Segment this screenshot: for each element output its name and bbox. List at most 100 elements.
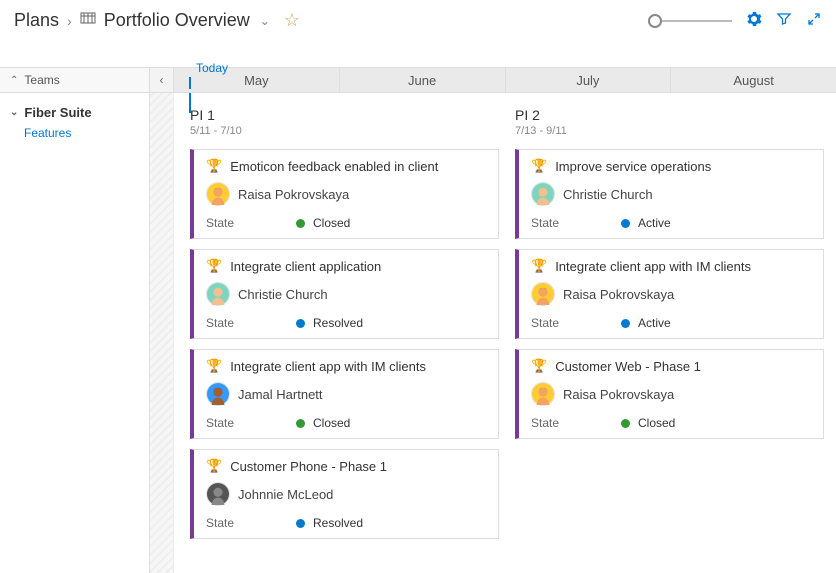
card-title: Customer Phone - Phase 1 [230, 459, 387, 474]
avatar [531, 182, 555, 206]
card-assignee-row: Johnnie McLeod [206, 482, 486, 506]
zoom-slider[interactable] [648, 14, 732, 28]
month-columns: May June July August [174, 68, 836, 92]
card-title-row: 🏆 Customer Web - Phase 1 [531, 358, 811, 374]
card-title-row: 🏆 Customer Phone - Phase 1 [206, 458, 486, 474]
work-item-card[interactable]: 🏆 Customer Web - Phase 1 Raisa Pokrovska… [515, 349, 824, 439]
state-value: Resolved [313, 316, 363, 330]
work-item-card[interactable]: 🏆 Integrate client application Christie … [190, 249, 499, 339]
epic-trophy-icon: 🏆 [531, 258, 547, 274]
iteration-title: PI 1 [190, 107, 499, 123]
epic-trophy-icon: 🏆 [206, 458, 222, 474]
card-title-row: 🏆 Emoticon feedback enabled in client [206, 158, 486, 174]
card-assignee-row: Raisa Pokrovskaya [206, 182, 486, 206]
work-item-card[interactable]: 🏆 Emoticon feedback enabled in client Ra… [190, 149, 499, 239]
work-item-card[interactable]: 🏆 Integrate client app with IM clients J… [190, 349, 499, 439]
work-item-card[interactable]: 🏆 Customer Phone - Phase 1 Johnnie McLeo… [190, 449, 499, 539]
page-header: Plans › Portfolio Overview ⌄ ☆ [0, 0, 836, 45]
work-item-card[interactable]: 🏆 Improve service operations Christie Ch… [515, 149, 824, 239]
sidebar-team[interactable]: ⌄ Fiber Suite [10, 105, 139, 120]
epic-trophy-icon: 🏆 [531, 158, 547, 174]
state-dot-icon [621, 319, 630, 328]
timeline-ruler: ⌃ Teams ‹ May June July August [0, 67, 836, 93]
avatar [531, 282, 555, 306]
breadcrumb-root[interactable]: Plans [14, 10, 59, 31]
state-value: Closed [638, 416, 675, 430]
card-title: Integrate client application [230, 259, 381, 274]
state-field-label: State [531, 316, 621, 330]
iteration-date-range: 5/11 - 7/10 [190, 125, 499, 137]
sidebar-features-link[interactable]: Features [24, 126, 139, 140]
card-title-row: 🏆 Improve service operations [531, 158, 811, 174]
state-field-label: State [531, 416, 621, 430]
card-assignee-row: Christie Church [531, 182, 811, 206]
state-field-label: State [206, 216, 296, 230]
epic-trophy-icon: 🏆 [206, 258, 222, 274]
work-item-card[interactable]: 🏆 Integrate client app with IM clients R… [515, 249, 824, 339]
avatar [531, 382, 555, 406]
teams-column-header[interactable]: ⌃ Teams [0, 68, 150, 92]
state-field-label: State [531, 216, 621, 230]
today-marker-tick [189, 77, 191, 89]
card-state-row: State Resolved [206, 516, 486, 530]
card-assignee-row: Christie Church [206, 282, 486, 306]
card-title-row: 🏆 Integrate client app with IM clients [531, 258, 811, 274]
card-assignee-row: Raisa Pokrovskaya [531, 382, 811, 406]
chevron-right-icon: › [67, 13, 72, 29]
chevron-down-icon: ⌄ [10, 107, 18, 118]
iteration-title: PI 2 [515, 107, 824, 123]
card-title-row: 🏆 Integrate client app with IM clients [206, 358, 486, 374]
sidebar-team-name: Fiber Suite [24, 105, 91, 120]
assignee-name: Johnnie McLeod [238, 487, 333, 502]
timeline-header: Today ⌃ Teams ‹ May June July August [0, 67, 836, 93]
avatar [206, 282, 230, 306]
state-value: Resolved [313, 516, 363, 530]
card-state-row: State Closed [206, 416, 486, 430]
teams-label: Teams [24, 73, 59, 87]
state-dot-icon [296, 319, 305, 328]
header-actions [746, 11, 822, 30]
filter-funnel-icon[interactable] [776, 11, 792, 30]
epic-trophy-icon: 🏆 [206, 158, 222, 174]
today-marker-label: Today [196, 61, 228, 75]
assignee-name: Raisa Pokrovskaya [563, 287, 674, 302]
card-state-row: State Active [531, 316, 811, 330]
card-assignee-row: Raisa Pokrovskaya [531, 282, 811, 306]
plan-icon [80, 10, 96, 31]
card-assignee-row: Jamal Hartnett [206, 382, 486, 406]
assignee-name: Christie Church [563, 187, 653, 202]
state-value: Closed [313, 216, 350, 230]
state-field-label: State [206, 316, 296, 330]
card-title: Emoticon feedback enabled in client [230, 159, 438, 174]
card-title: Customer Web - Phase 1 [555, 359, 701, 374]
state-dot-icon [621, 219, 630, 228]
state-value: Closed [313, 416, 350, 430]
epic-trophy-icon: 🏆 [206, 358, 222, 374]
assignee-name: Raisa Pokrovskaya [238, 187, 349, 202]
expand-fullscreen-icon[interactable] [806, 11, 822, 30]
month-header: June [340, 68, 506, 92]
iteration-column: PI 1 5/11 - 7/10 🏆 Emoticon feedback enab… [190, 107, 499, 553]
state-value: Active [638, 316, 671, 330]
page-title[interactable]: Portfolio Overview [104, 10, 250, 31]
card-title: Integrate client app with IM clients [555, 259, 751, 274]
zoom-knob[interactable] [648, 14, 662, 28]
card-state-row: State Active [531, 216, 811, 230]
card-state-row: State Closed [206, 216, 486, 230]
chevron-down-icon[interactable]: ⌄ [260, 14, 270, 28]
state-field-label: State [206, 516, 296, 530]
collapse-sidebar-button[interactable]: ‹ [150, 68, 174, 92]
settings-gear-icon[interactable] [746, 11, 762, 30]
card-title-row: 🏆 Integrate client application [206, 258, 486, 274]
avatar [206, 382, 230, 406]
assignee-name: Jamal Hartnett [238, 387, 323, 402]
iteration-date-range: 7/13 - 9/11 [515, 125, 824, 137]
assignee-name: Raisa Pokrovskaya [563, 387, 674, 402]
favorite-star-icon[interactable]: ☆ [284, 10, 300, 31]
epic-trophy-icon: 🏆 [531, 358, 547, 374]
avatar [206, 482, 230, 506]
card-title: Integrate client app with IM clients [230, 359, 426, 374]
iteration-columns: PI 1 5/11 - 7/10 🏆 Emoticon feedback enab… [174, 93, 836, 573]
collapse-up-icon: ⌃ [10, 75, 18, 86]
card-title: Improve service operations [555, 159, 711, 174]
